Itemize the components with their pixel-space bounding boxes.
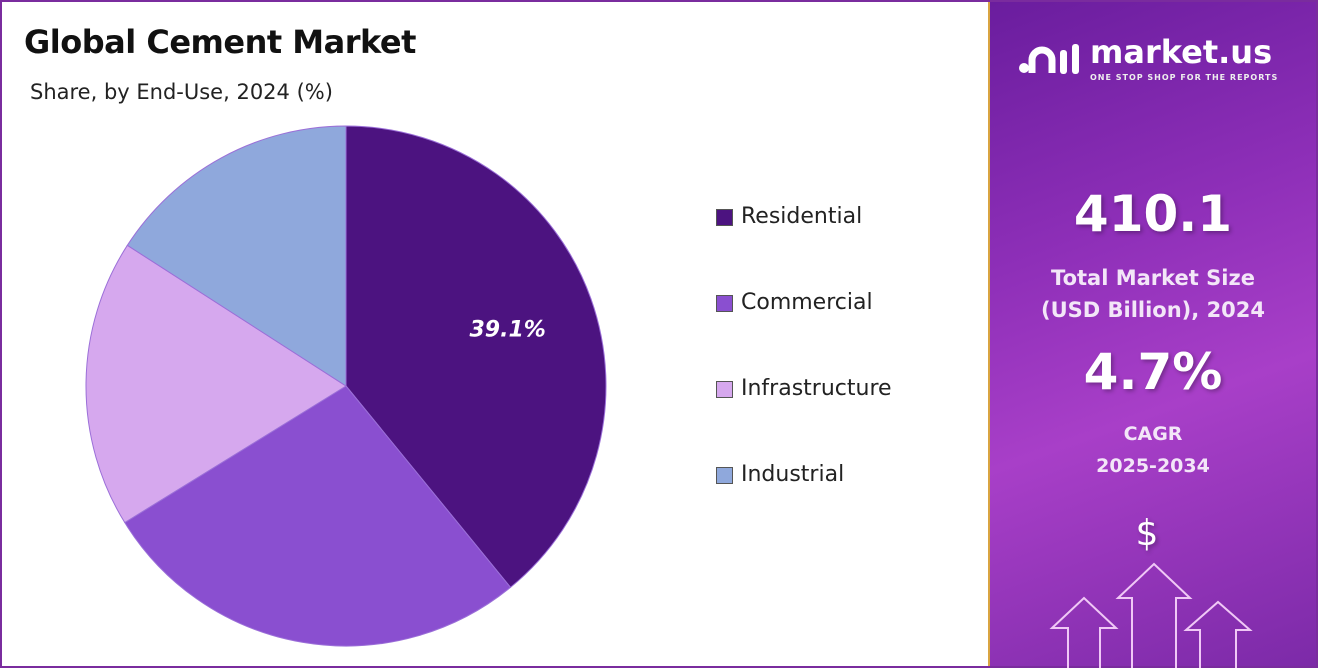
market-size-unit: (USD Billion), 2024: [1040, 298, 1266, 322]
cagr-period: 2025-2034: [1096, 455, 1210, 477]
pie-chart: 39.1%: [85, 125, 607, 647]
legend-swatch: [716, 294, 733, 312]
legend-swatch: [716, 380, 733, 398]
legend-swatch: [716, 466, 733, 484]
legend-label: Industrial: [741, 462, 845, 487]
chart-panel: Global Cement Market Share, by End-Use, …: [2, 2, 986, 666]
legend: Residential Commercial Infrastructure Indus…: [716, 202, 892, 546]
pie-slice-industrial: [126, 125, 347, 387]
legend-item: Residential: [716, 202, 892, 232]
cagr-label: CAGR: [1123, 423, 1183, 445]
legend-label: Residential: [741, 204, 863, 229]
legend-label: Commercial: [741, 290, 873, 315]
chart-subtitle: Share, by End-Use, 2024 (%): [30, 80, 333, 104]
legend-item: Industrial: [716, 460, 892, 490]
market-us-logo-icon: [1019, 44, 1079, 74]
pie-slice-commercial: [124, 385, 512, 647]
legend-label: Infrastructure: [741, 376, 892, 401]
chart-title: Global Cement Market: [24, 23, 416, 61]
growth-arrows-icon: [1049, 562, 1253, 668]
legend-swatch: [716, 208, 733, 226]
data-label: 39.1%: [469, 317, 545, 342]
cagr-value: 4.7%: [1083, 343, 1223, 401]
legend-item: Commercial: [716, 288, 892, 318]
brand-logo: market.us ONE STOP SHOP FOR THE REPORTS: [1018, 32, 1278, 84]
pie-slice-infrastructure: [85, 244, 347, 524]
market-size-value: 410.1: [1073, 185, 1233, 243]
brand-tagline: ONE STOP SHOP FOR THE REPORTS: [1090, 73, 1279, 82]
dollar-icon: $: [1135, 513, 1159, 554]
stats-panel: market.us ONE STOP SHOP FOR THE REPORTS …: [988, 2, 1316, 668]
pie-slice-residential: [345, 125, 607, 589]
market-size-label: Total Market Size: [1051, 266, 1255, 290]
legend-item: Infrastructure: [716, 374, 892, 404]
brand-name: market.us: [1090, 33, 1273, 71]
